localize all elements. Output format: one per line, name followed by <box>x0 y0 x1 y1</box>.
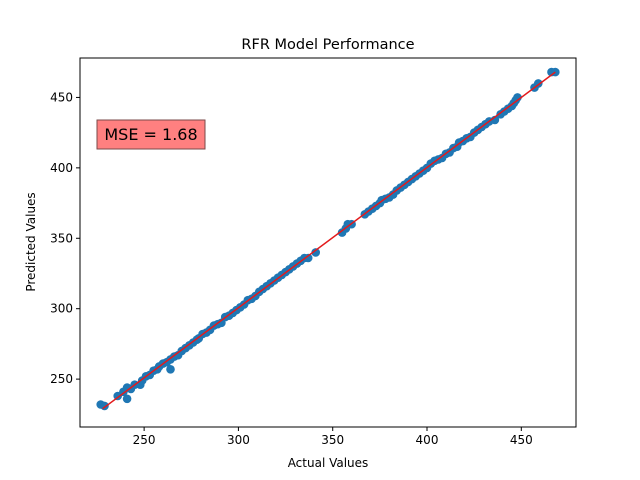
points-layer <box>96 67 560 411</box>
x-tick-label: 450 <box>510 433 533 447</box>
y-axis-ticks: 250 300 350 400 450 <box>50 90 80 386</box>
y-tick-label: 350 <box>50 231 73 245</box>
data-point <box>311 248 321 257</box>
x-tick-label: 250 <box>133 433 156 447</box>
y-tick-label: 250 <box>50 372 73 386</box>
x-axis-label: Actual Values <box>288 456 369 470</box>
mse-annotation-box <box>96 119 206 150</box>
y-tick-label: 300 <box>50 302 73 316</box>
y-axis-label: Predicted Values <box>24 192 38 291</box>
data-point <box>122 394 132 404</box>
chart-title: RFR Model Performance <box>241 37 414 53</box>
data-point <box>303 253 313 263</box>
x-tick-label: 400 <box>416 433 439 447</box>
data-point <box>513 93 522 102</box>
y-tick-label: 400 <box>50 161 73 175</box>
y-tick-label: 450 <box>50 90 73 104</box>
mse-annotation-text: MSE = 1.68 <box>104 125 197 144</box>
x-tick-label: 300 <box>227 433 250 447</box>
x-tick-label: 350 <box>321 433 344 447</box>
fit-line <box>102 71 556 410</box>
data-point <box>166 365 175 374</box>
mse-annotation: MSE = 1.68 <box>96 119 206 150</box>
plot-area <box>96 67 560 411</box>
x-axis-ticks: 250 300 350 400 450 <box>133 427 533 447</box>
axes-frame <box>79 57 577 428</box>
